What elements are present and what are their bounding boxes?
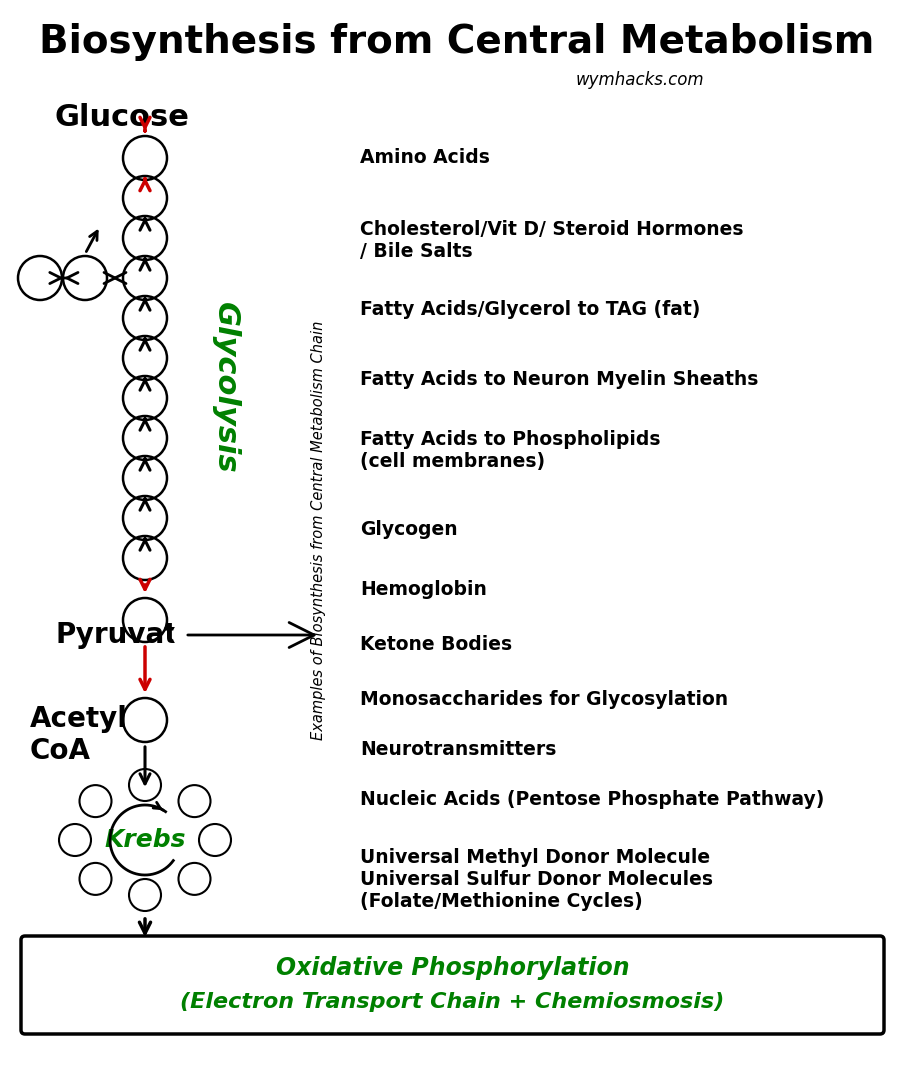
Text: Oxidative Phosphorylation: Oxidative Phosphorylation	[275, 956, 630, 980]
Text: wymhacks.com: wymhacks.com	[576, 71, 705, 88]
Text: Krebs: Krebs	[104, 828, 186, 852]
Text: Fatty Acids/Glycerol to TAG (fat): Fatty Acids/Glycerol to TAG (fat)	[360, 300, 700, 319]
Text: Amino Acids: Amino Acids	[360, 148, 490, 167]
Text: Monosaccharides for Glycosylation: Monosaccharides for Glycosylation	[360, 690, 728, 709]
Text: Cholesterol/Vit D/ Steroid Hormones
/ Bile Salts: Cholesterol/Vit D/ Steroid Hormones / Bi…	[360, 220, 744, 261]
Text: Glycolysis: Glycolysis	[210, 302, 240, 473]
Text: Glucose: Glucose	[55, 103, 190, 132]
Text: Glycogen: Glycogen	[360, 520, 458, 539]
Text: Acetyl
CoA: Acetyl CoA	[30, 705, 128, 765]
Text: Ketone Bodies: Ketone Bodies	[360, 635, 512, 655]
Text: Pyruvate: Pyruvate	[55, 621, 197, 649]
Text: (Electron Transport Chain + Chemiosmosis): (Electron Transport Chain + Chemiosmosis…	[180, 992, 725, 1012]
Text: Fatty Acids to Phospholipids
(cell membranes): Fatty Acids to Phospholipids (cell membr…	[360, 430, 661, 471]
Text: Nucleic Acids (Pentose Phosphate Pathway): Nucleic Acids (Pentose Phosphate Pathway…	[360, 790, 824, 809]
Text: Biosynthesis from Central Metabolism: Biosynthesis from Central Metabolism	[39, 23, 875, 61]
Text: Fatty Acids to Neuron Myelin Sheaths: Fatty Acids to Neuron Myelin Sheaths	[360, 370, 759, 389]
Text: Hemoglobin: Hemoglobin	[360, 580, 487, 599]
Text: Examples of Biosynthesis from Central Metabolism Chain: Examples of Biosynthesis from Central Me…	[310, 320, 326, 740]
Text: Neurotransmitters: Neurotransmitters	[360, 740, 556, 759]
FancyBboxPatch shape	[21, 936, 884, 1034]
Text: Universal Methyl Donor Molecule
Universal Sulfur Donor Molecules
(Folate/Methion: Universal Methyl Donor Molecule Universa…	[360, 847, 713, 911]
